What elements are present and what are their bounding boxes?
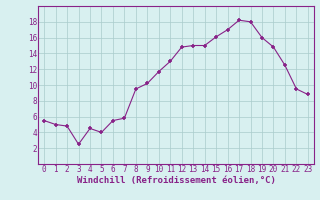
X-axis label: Windchill (Refroidissement éolien,°C): Windchill (Refroidissement éolien,°C) [76, 176, 276, 185]
